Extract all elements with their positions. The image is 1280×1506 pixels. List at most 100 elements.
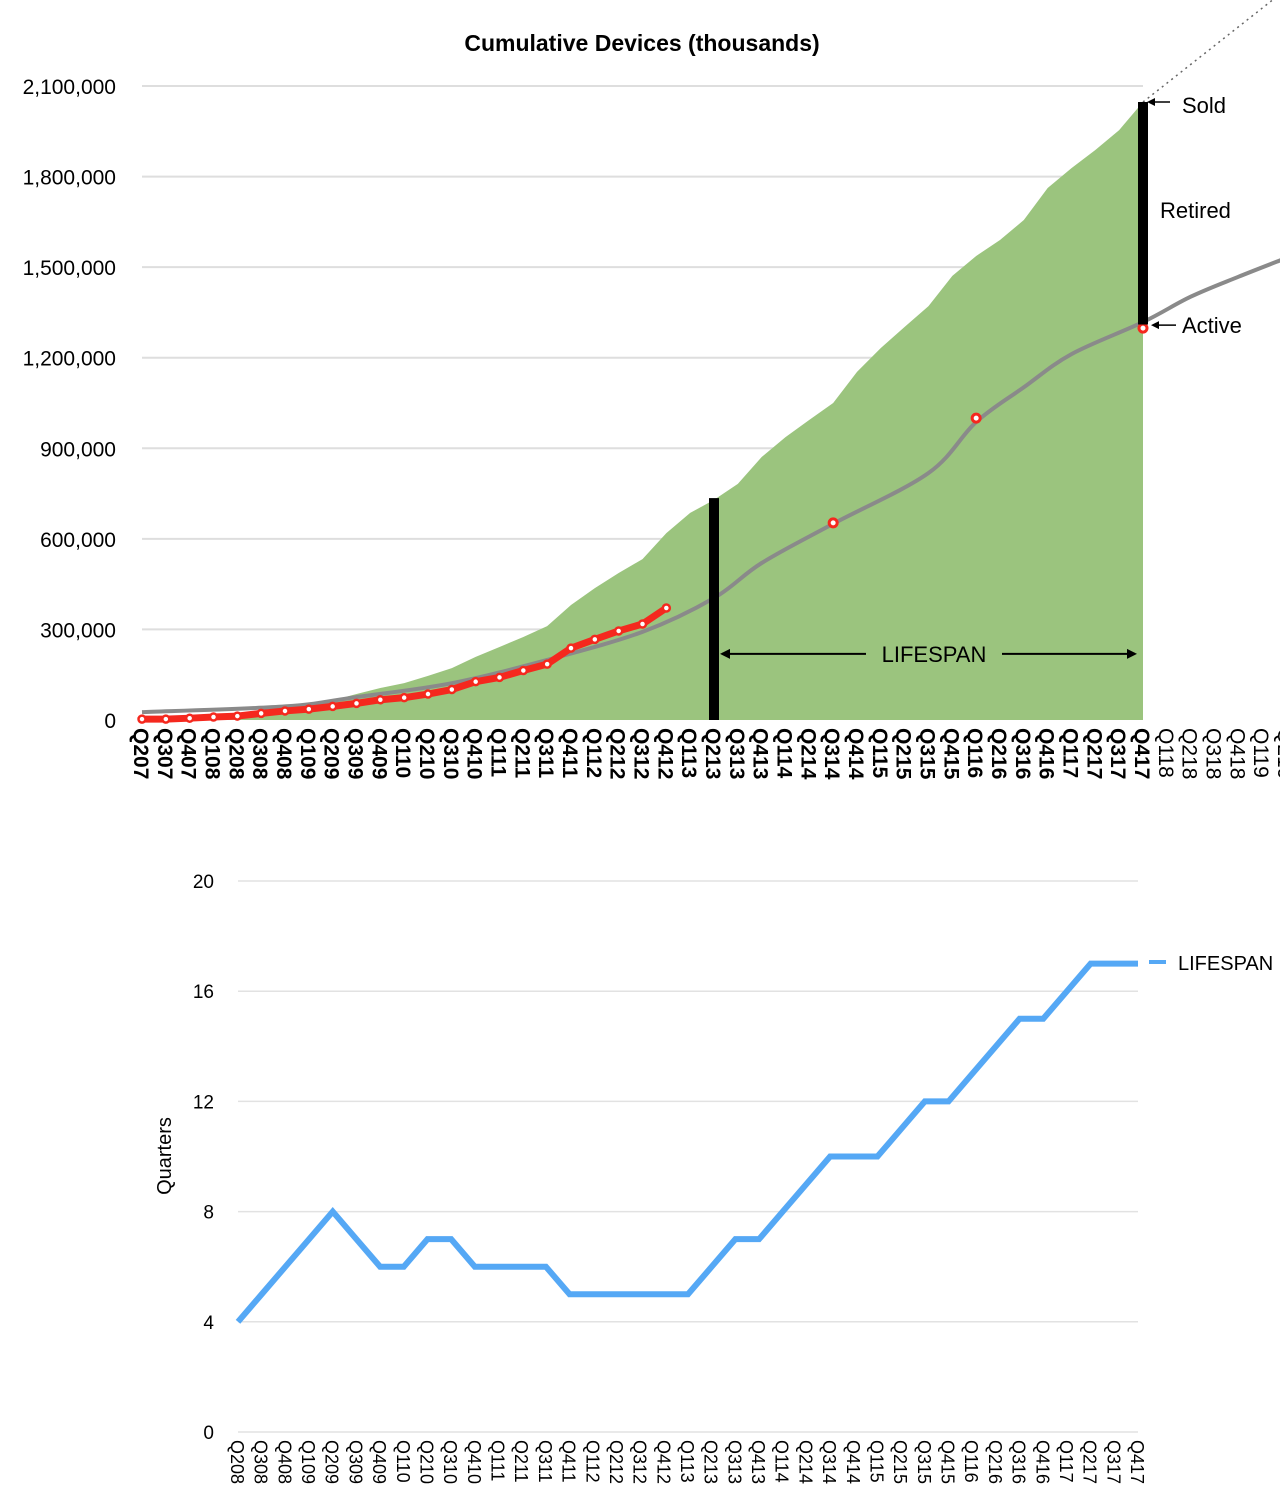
x-tick-label: Q309: [344, 728, 367, 779]
x-tick-label: Q116: [961, 1440, 981, 1483]
active-point: [494, 672, 505, 683]
x-tick-label: Q314: [819, 1440, 839, 1484]
x-tick-label: Q111: [487, 728, 510, 777]
active-point: [137, 714, 147, 724]
x-tick-label: Q417: [1130, 728, 1153, 779]
retired-label: Retired: [1160, 198, 1231, 223]
arrowhead-icon: [1147, 98, 1155, 107]
y-tick-label: 2,100,000: [23, 76, 116, 99]
x-tick-label: Q212: [606, 1440, 626, 1484]
x-tick-label: Q310: [440, 1440, 460, 1484]
active-point: [351, 698, 362, 709]
active-point: [542, 659, 552, 669]
x-tick-label: Q418: [1225, 728, 1248, 779]
x-tick-label: Q114: [773, 728, 796, 779]
x-tick-label: Q109: [296, 728, 319, 779]
sold-extrapolation-line: [1142, 0, 1274, 103]
x-tick-label: Q416: [1035, 728, 1058, 779]
x-tick-label: Q115: [868, 728, 891, 779]
active-scatter-point: [827, 517, 839, 529]
x-tick-label: Q212: [606, 728, 629, 779]
x-tick-label: Q219: [1273, 728, 1280, 779]
x-tick-label: Q416: [1032, 1440, 1052, 1484]
x-tick-label: Q417: [1127, 1440, 1147, 1484]
x-tick-label: Q210: [416, 1440, 436, 1484]
x-tick-label: Q112: [582, 728, 605, 778]
y-tick-label: 0: [104, 710, 116, 733]
x-tick-label: Q118: [1154, 728, 1177, 778]
active-point: [423, 689, 433, 699]
x-tick-label: Q414: [844, 728, 867, 780]
x-tick-label: Q116: [963, 728, 986, 778]
active-point: [327, 701, 338, 712]
active-point: [184, 713, 195, 723]
x-tick-label: Q117: [1056, 1440, 1076, 1483]
lifespan-label: LIFESPAN: [882, 642, 987, 667]
x-tick-label: Q309: [345, 1440, 365, 1484]
sold-area: [142, 102, 1143, 720]
x-tick-label: Q207: [129, 728, 152, 779]
x-tick-label: Q318: [1202, 728, 1225, 779]
arrowhead-left-icon: [720, 648, 730, 659]
active-point: [232, 711, 243, 721]
x-tick-label: Q109: [298, 1440, 318, 1484]
x-tick-label: Q409: [369, 1440, 389, 1484]
arrowhead-icon: [1151, 321, 1159, 330]
x-tick-label: Q214: [795, 1440, 815, 1484]
active-label: Active: [1182, 313, 1242, 338]
x-tick-label: Q211: [511, 1440, 531, 1483]
lifespan-line: [235, 960, 1138, 1324]
x-tick-label: Q209: [320, 728, 343, 779]
x-tick-label: Q308: [251, 1440, 271, 1484]
x-tick-label: Q408: [274, 1440, 294, 1484]
active-point: [566, 643, 576, 653]
active-point: [637, 619, 648, 629]
x-tick-label: Q208: [227, 1440, 247, 1484]
x-tick-label: Q218: [1178, 728, 1201, 779]
x-tick-label: Q211: [510, 728, 533, 779]
y-axis-label: Quarters: [154, 1117, 176, 1195]
x-tick-label: Q411: [559, 1440, 579, 1483]
cumulative-devices-chart: Cumulative Devices (thousands) 0 300,000 6…: [23, 0, 1280, 780]
x-tick-label: Q209: [322, 1440, 342, 1484]
active-point: [470, 676, 481, 687]
x-tick-label: Q110: [391, 728, 414, 778]
x-tick-label: Q311: [534, 728, 557, 779]
x-tick-label: Q216: [985, 1440, 1005, 1484]
x-tick-label: Q316: [1009, 1440, 1029, 1484]
x-tick-label: Q314: [820, 728, 843, 780]
y-tick-label: 8: [203, 1203, 214, 1224]
y-tick-label: 12: [193, 1092, 214, 1113]
x-tick-label: Q210: [415, 728, 438, 779]
active-point: [161, 714, 171, 724]
arrowhead-right-icon: [1127, 648, 1137, 659]
x-tick-label: Q415: [938, 1440, 958, 1484]
x-tick-label: Q407: [177, 728, 200, 779]
x-tick-label: Q215: [890, 1440, 910, 1484]
marker-bar: [709, 498, 719, 720]
x-tick-label: Q316: [1011, 728, 1034, 779]
x-tick-label: Q408: [272, 728, 295, 780]
x-tick-label: Q115: [866, 1440, 886, 1483]
y-tick-label: 300,000: [40, 619, 116, 642]
x-tick-label: Q112: [582, 1440, 602, 1483]
x-tick-label: Q311: [535, 1440, 555, 1483]
active-scatter-point: [970, 412, 982, 424]
x-tick-label: Q308: [248, 728, 271, 780]
y-tick-label: 1,500,000: [23, 257, 116, 280]
active-point: [399, 692, 409, 703]
active-point: [518, 665, 529, 676]
x-tick-label: Q410: [463, 728, 486, 779]
x-tick-label: Q317: [1103, 1440, 1123, 1484]
y-tick-label: 0: [203, 1423, 214, 1444]
active-point: [661, 603, 672, 613]
x-tick-label: Q117: [1059, 728, 1082, 778]
x-tick-label: Q217: [1080, 1440, 1100, 1484]
x-tick-label: Q315: [916, 728, 939, 780]
x-tick-label: Q317: [1106, 728, 1129, 779]
y-tick-label: 20: [193, 872, 214, 893]
x-tick-label: Q111: [488, 1440, 508, 1481]
x-tick-label: Q315: [914, 1440, 934, 1484]
legend-label: LIFESPAN: [1178, 953, 1273, 975]
x-tick-label: Q113: [677, 1440, 697, 1483]
